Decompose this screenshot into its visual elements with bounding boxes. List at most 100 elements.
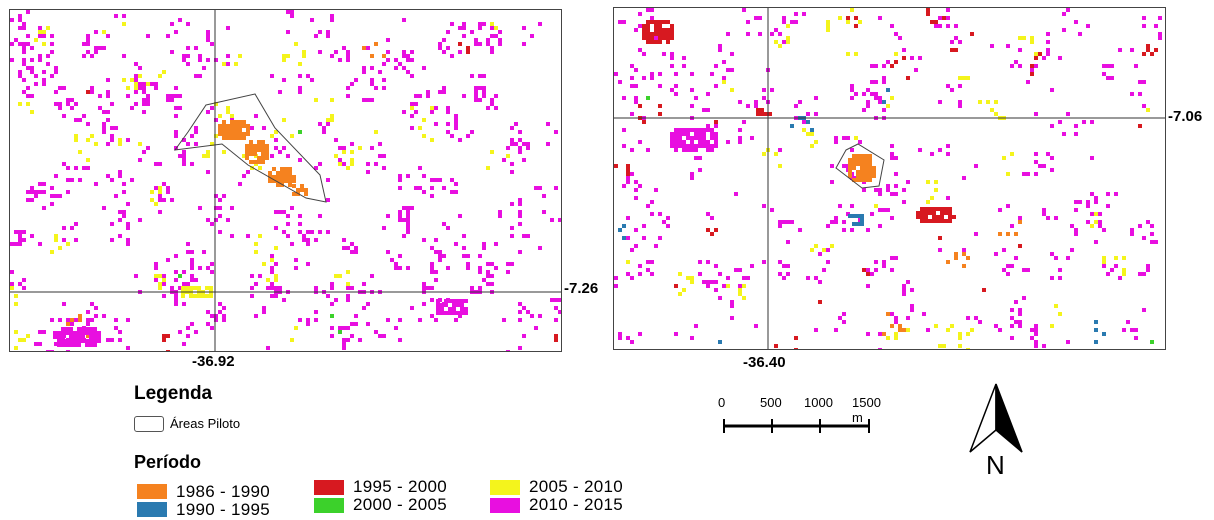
land-cover-pixel [242,154,246,158]
land-cover-pixel [718,272,722,276]
land-cover-pixel [530,314,534,318]
land-cover-pixel [284,167,288,171]
land-cover-pixel [924,215,928,219]
land-cover-pixel [690,104,694,108]
land-cover-pixel [856,222,860,226]
land-cover-pixel [69,339,73,343]
land-cover-pixel [738,100,742,104]
land-cover-pixel [210,42,214,46]
land-cover-pixel [306,238,310,242]
land-cover-pixel [10,42,14,46]
land-cover-pixel [1158,36,1162,40]
land-cover-pixel [486,166,490,170]
land-cover-pixel [422,134,426,138]
land-cover-pixel [860,162,864,166]
land-cover-pixel [1030,72,1034,76]
land-cover-pixel [334,138,338,142]
land-cover-pixel [77,335,81,339]
land-cover-pixel [790,124,794,128]
period-swatch-1995-2000 [314,480,344,495]
land-cover-pixel [966,348,970,349]
land-cover-pixel [222,194,226,198]
land-cover-pixel [1122,268,1126,272]
land-cover-pixel [330,18,334,22]
land-cover-pixel [714,124,718,128]
land-cover-pixel [61,343,65,347]
land-cover-pixel [722,60,726,64]
land-cover-pixel [1086,24,1090,28]
land-cover-pixel [778,220,782,224]
land-cover-pixel [506,154,510,158]
land-cover-pixel [630,64,634,68]
land-cover-pixel [342,146,346,150]
land-cover-pixel [440,311,444,315]
land-cover-pixel [234,132,238,136]
land-cover-pixel [558,310,561,314]
land-cover-pixel [498,38,502,42]
land-cover-pixel [214,194,218,198]
land-cover-pixel [42,70,46,74]
land-cover-pixel [1046,152,1050,156]
land-cover-pixel [642,28,646,32]
land-cover-pixel [470,130,474,134]
land-cover-pixel [438,258,442,262]
land-cover-pixel [670,52,674,56]
land-cover-pixel [938,16,942,20]
land-cover-pixel [898,324,902,328]
land-cover-pixel [826,260,830,264]
land-cover-pixel [426,94,430,98]
land-cover-pixel [1010,308,1014,312]
land-cover-pixel [338,274,342,278]
land-cover-pixel [706,128,710,132]
land-cover-pixel [53,335,57,339]
land-cover-pixel [1062,12,1066,16]
land-cover-pixel [93,327,97,331]
land-cover-pixel [902,48,906,52]
land-cover-pixel [106,78,110,82]
land-cover-pixel [1034,344,1038,348]
land-cover-pixel [382,334,386,338]
land-cover-pixel [614,72,618,76]
map-panel-left[interactable] [9,9,562,352]
land-cover-pixel [86,90,90,94]
land-cover-pixel [342,338,346,342]
land-cover-pixel [146,82,150,86]
land-cover-pixel [93,335,97,339]
land-cover-pixel [318,214,322,218]
land-cover-pixel [966,76,970,80]
land-cover-pixel [110,238,114,242]
land-cover-pixel [98,106,102,110]
land-cover-pixel [478,98,482,102]
map-panel-right[interactable] [613,7,1166,350]
land-cover-pixel [756,112,760,116]
land-cover-pixel [618,336,622,340]
land-cover-pixel [798,100,802,104]
land-cover-pixel [934,24,938,28]
land-cover-pixel [73,343,77,347]
land-cover-pixel [246,128,250,132]
land-cover-pixel [438,250,442,254]
land-cover-pixel [334,274,338,278]
land-cover-pixel [646,260,650,264]
land-cover-pixel [1006,272,1010,276]
land-cover-pixel [330,326,334,330]
land-cover-pixel [1126,320,1130,324]
land-cover-pixel [1030,68,1034,72]
land-cover-pixel [658,84,662,88]
land-cover-pixel [834,328,838,332]
land-cover-pixel [126,318,130,322]
land-cover-pixel [850,148,854,152]
land-cover-pixel [282,58,286,62]
land-cover-pixel [510,234,514,238]
land-cover-pixel [14,346,18,350]
land-cover-pixel [922,312,926,316]
land-cover-pixel [26,66,30,70]
land-cover-pixel [22,26,26,30]
land-cover-pixel [614,284,618,288]
land-cover-pixel [1006,172,1010,176]
land-cover-pixel [778,148,782,152]
land-cover-pixel [454,242,458,246]
land-cover-pixel [290,134,294,138]
land-cover-pixel [130,78,134,82]
land-cover-pixel [1086,204,1090,208]
